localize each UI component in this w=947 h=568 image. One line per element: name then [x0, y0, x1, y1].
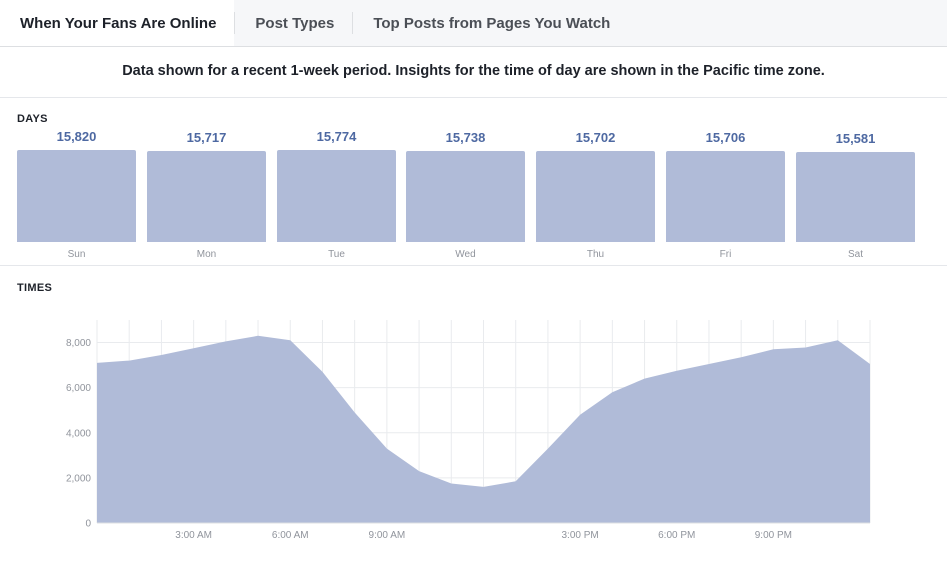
day-bar[interactable]: [406, 150, 525, 242]
day-axis-label: Sun: [67, 249, 86, 260]
day-axis-label: Fri: [719, 249, 732, 260]
y-tick-label: 4,000: [66, 428, 91, 439]
x-tick-label: 9:00 PM: [755, 530, 792, 541]
day-bar[interactable]: [277, 150, 396, 242]
fans-online-area: [97, 335, 870, 523]
x-tick-label: 6:00 PM: [658, 530, 695, 541]
y-tick-label: 8,000: [66, 338, 91, 349]
day-axis-label: Sat: [847, 249, 863, 260]
section-divider: [0, 265, 947, 266]
day-value-label: 15,820: [56, 129, 97, 144]
day-value-label: 15,581: [835, 131, 876, 147]
day-axis-label: Thu: [586, 249, 605, 260]
day-axis-label: Wed: [455, 249, 476, 260]
times-section-label: TIMES: [17, 282, 53, 294]
day-bar[interactable]: [147, 150, 266, 242]
section-divider: [0, 97, 947, 98]
day-value-label: 15,774: [316, 129, 357, 145]
day-bar[interactable]: [796, 152, 915, 242]
tab-separator: [234, 12, 236, 34]
x-tick-label: 3:00 AM: [175, 530, 212, 541]
x-tick-label: 6:00 AM: [272, 530, 309, 541]
tab-separator: [352, 12, 354, 34]
times-area-chart: 0 2,000 4,000 6,000 8,000 3:00 AM 6:00 AM 9:00 …: [66, 320, 871, 541]
day-axis-label: Mon: [196, 249, 217, 260]
day-axis-label: Tue: [328, 249, 345, 260]
y-tick-label: 2,000: [66, 473, 91, 484]
day-value-label: 15,702: [575, 130, 616, 146]
day-value-label: 15,706: [705, 130, 746, 146]
tab-when-fans-online[interactable]: When Your Fans Are Online: [0, 0, 235, 46]
y-tick-label: 6,000: [66, 383, 91, 394]
tab-top-posts-pages-you-watch[interactable]: Top Posts from Pages You Watch: [373, 14, 611, 32]
tab-post-types[interactable]: Post Types: [255, 14, 335, 32]
day-value-label: 15,717: [186, 129, 227, 145]
timezone-notice: Data shown for a recent 1-week period. I…: [122, 63, 825, 79]
days-section-label: DAYS: [17, 113, 48, 125]
day-bar[interactable]: [536, 151, 655, 242]
day-bar[interactable]: [17, 150, 136, 242]
tab-bar: When Your Fans Are Online Post Types Top…: [0, 0, 947, 47]
day-value-label: 15,738: [445, 129, 486, 145]
x-tick-label: 9:00 AM: [369, 530, 406, 541]
y-tick-label: 0: [85, 519, 91, 530]
day-bar[interactable]: [666, 151, 785, 242]
x-tick-label: 3:00 PM: [562, 530, 599, 541]
